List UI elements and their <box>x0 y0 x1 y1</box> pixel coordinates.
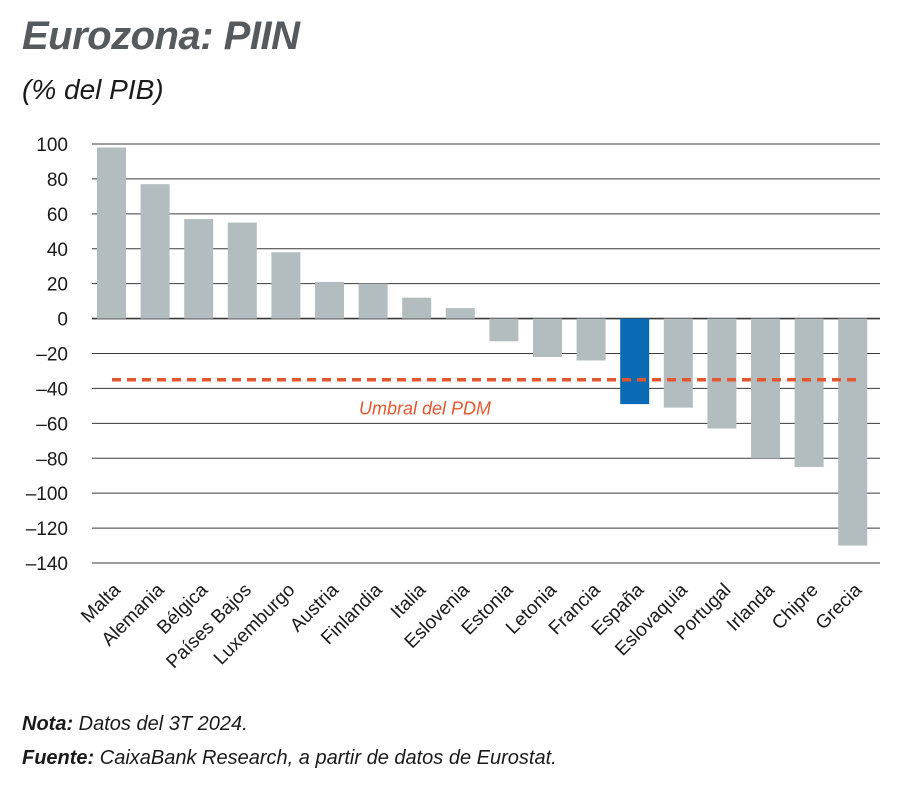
y-tick-label: –60 <box>36 414 68 435</box>
y-tick-label: 60 <box>47 205 68 226</box>
bar <box>315 281 344 319</box>
y-tick-label: 40 <box>47 240 68 261</box>
bar-chart: 100806040200–20–40–60–80–100–120–140Malt… <box>26 135 880 673</box>
bar <box>140 184 170 319</box>
chart-notes: Nota: Datos del 3T 2024. Fuente: CaixaBa… <box>22 707 557 775</box>
bar <box>751 318 780 459</box>
source-label: Fuente: <box>22 747 95 769</box>
bar <box>402 297 432 319</box>
source-text: CaixaBank Research, a partir de datos de… <box>99 747 557 769</box>
x-tick-label: Chipre <box>768 580 822 634</box>
bar <box>184 219 214 319</box>
y-tick-label: 100 <box>36 135 68 156</box>
x-tick-label: Irlanda <box>723 579 779 635</box>
bar <box>445 308 475 319</box>
y-tick-label: 80 <box>47 170 68 191</box>
bar <box>358 283 388 319</box>
y-tick-label: –100 <box>26 484 68 505</box>
bar <box>838 318 868 546</box>
source-line: Fuente: CaixaBank Research, a partir de … <box>22 741 557 775</box>
note-label: Nota: <box>22 713 74 735</box>
y-tick-label: 20 <box>47 275 68 296</box>
chart-subtitle: (% del PIB) <box>22 74 164 105</box>
y-tick-label: 0 <box>57 310 68 331</box>
note-line: Nota: Datos del 3T 2024. <box>22 707 557 741</box>
y-tick-label: –80 <box>36 449 68 470</box>
bar <box>663 318 693 408</box>
bar <box>227 222 257 319</box>
bar <box>97 147 126 319</box>
x-tick-label: Grecia <box>812 579 867 634</box>
y-tick-label: –40 <box>36 379 68 400</box>
y-tick-label: –20 <box>36 345 68 366</box>
bar <box>620 318 650 405</box>
bar <box>576 318 606 361</box>
bar <box>707 318 737 429</box>
y-tick-label: –120 <box>26 519 68 540</box>
note-text: Datos del 3T 2024. <box>78 713 248 735</box>
chart-title: Eurozona: PIIN <box>22 14 300 58</box>
bar <box>271 252 301 319</box>
bar <box>489 318 519 342</box>
y-tick-label: –140 <box>26 554 68 575</box>
bar <box>794 318 824 467</box>
threshold-label: Umbral del PDM <box>359 399 491 419</box>
bar <box>533 318 562 357</box>
